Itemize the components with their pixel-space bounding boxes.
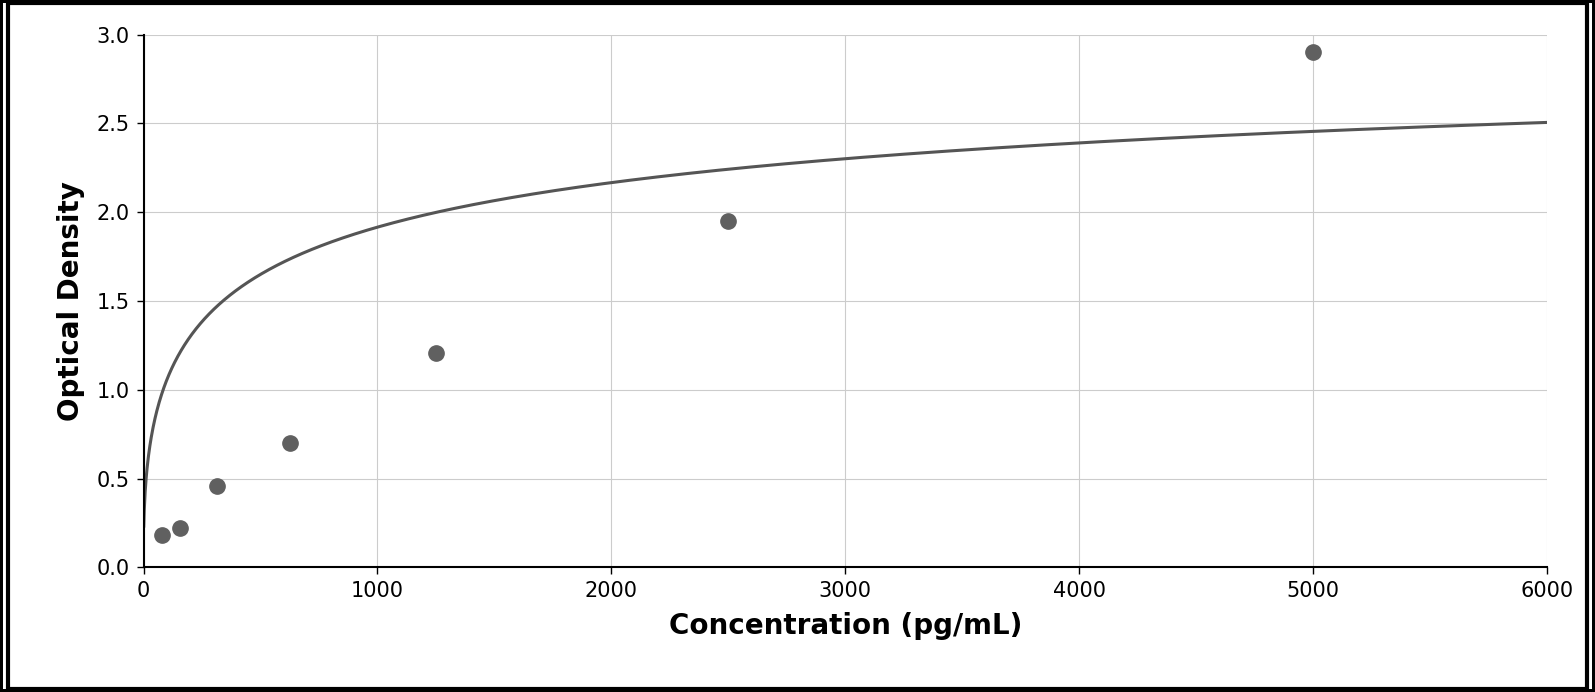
Point bbox=[167, 523, 193, 534]
Point bbox=[716, 216, 742, 227]
X-axis label: Concentration (pg/mL): Concentration (pg/mL) bbox=[668, 612, 1022, 640]
Point bbox=[148, 530, 174, 541]
Point bbox=[204, 480, 230, 491]
Point bbox=[278, 437, 303, 448]
Point bbox=[423, 347, 448, 358]
Point bbox=[1300, 47, 1325, 58]
Y-axis label: Optical Density: Optical Density bbox=[57, 181, 86, 421]
